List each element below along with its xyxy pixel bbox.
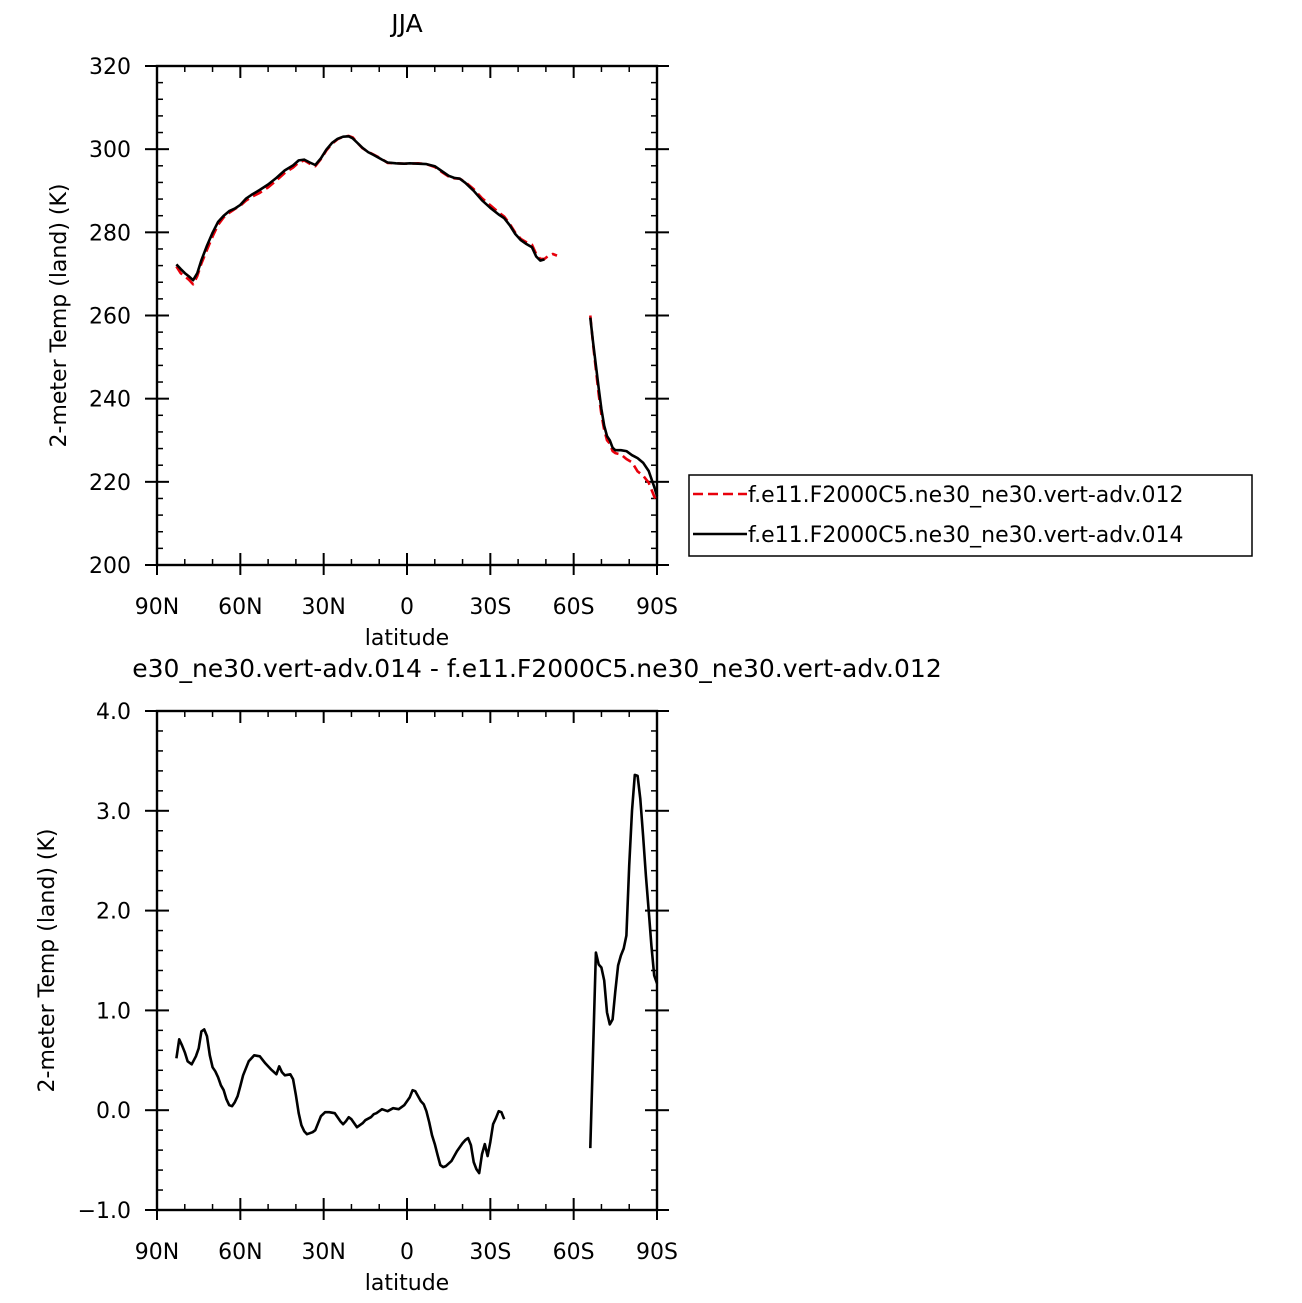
plot-frame: [155, 64, 659, 567]
x-axis-label: latitude: [365, 1271, 449, 1296]
x-tick-label: 60S: [553, 1240, 595, 1265]
series-line-2-segment-2: [589, 317, 659, 497]
x-tick-label: 90N: [135, 1240, 179, 1265]
y-tick-label: 300: [89, 138, 131, 163]
legend-label-2: f.e11.F2000C5.ne30_ne30.vert-adv.014: [748, 523, 1184, 548]
x-tick-label: 60N: [218, 595, 262, 620]
series-line-1-segment-1: [175, 1028, 506, 1175]
x-tick-label: 0: [400, 595, 414, 620]
legend-box: [688, 474, 1253, 557]
y-tick-label: 200: [89, 554, 131, 579]
plot-frame: [155, 709, 659, 1212]
x-tick-label: 60N: [218, 1240, 262, 1265]
x-tick-label: 90N: [135, 595, 179, 620]
x-tick-label: 30N: [301, 1240, 345, 1265]
y-tick-label: 260: [89, 305, 131, 330]
series-line-2-segment-1: [175, 135, 545, 282]
x-tick-label: 60S: [553, 595, 595, 620]
x-tick-label: 30S: [469, 595, 511, 620]
y-tick-label: 2.0: [96, 900, 131, 925]
x-tick-label: 90S: [636, 1240, 678, 1265]
x-tick-label: 30N: [301, 595, 345, 620]
y-axis-label: 2-meter Temp (land) (K): [35, 829, 60, 1093]
y-tick-label: −1.0: [78, 1199, 131, 1224]
chart-title: e30_ne30.vert-adv.014 - f.e11.F2000C5.ne…: [132, 654, 941, 683]
y-tick-label: 1.0: [96, 999, 131, 1024]
y-tick-label: 320: [89, 55, 131, 80]
y-tick-label: 3.0: [96, 800, 131, 825]
y-tick-label: 4.0: [96, 700, 131, 725]
x-tick-label: 90S: [636, 595, 678, 620]
x-tick-label: 0: [400, 1240, 414, 1265]
chart-title: JJA: [389, 9, 422, 38]
y-axis-label: 2-meter Temp (land) (K): [47, 184, 72, 448]
y-tick-label: 0.0: [96, 1099, 131, 1124]
legend-label-1: f.e11.F2000C5.ne30_ne30.vert-adv.012: [748, 483, 1184, 508]
series-line-1-segment-2: [589, 773, 659, 1149]
x-axis-label: latitude: [365, 626, 449, 651]
y-tick-label: 220: [89, 471, 131, 496]
x-tick-label: 30S: [469, 1240, 511, 1265]
y-tick-label: 240: [89, 388, 131, 413]
y-tick-label: 280: [89, 221, 131, 246]
